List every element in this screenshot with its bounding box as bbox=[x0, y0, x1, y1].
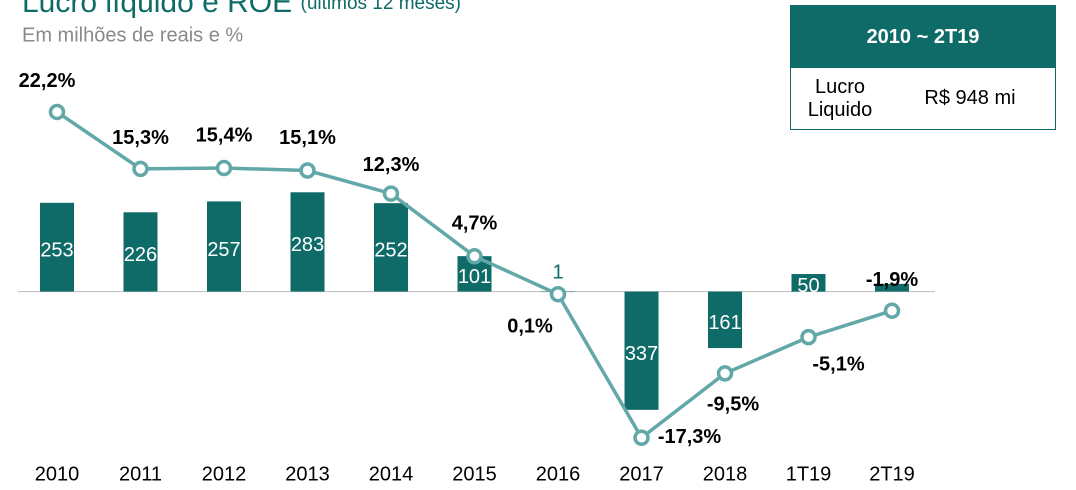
bar-label: 50 bbox=[797, 275, 819, 297]
bar bbox=[207, 201, 241, 292]
x-tick-label: 2018 bbox=[703, 463, 748, 485]
roe-marker bbox=[549, 285, 567, 303]
roe-marker bbox=[299, 162, 316, 179]
summary-box: 2010 ~ 2T19 Lucro Liquido R$ 948 mi bbox=[790, 5, 1056, 130]
summary-body: Lucro Liquido R$ 948 mi bbox=[791, 68, 1055, 129]
bar bbox=[290, 192, 325, 292]
roe-marker bbox=[132, 160, 149, 178]
bar bbox=[374, 203, 408, 292]
bar-label: 161 bbox=[708, 312, 741, 334]
subtitle: Em milhões de reais e % bbox=[22, 24, 243, 46]
bar-label: 226 bbox=[124, 244, 157, 266]
roe-label: 15,1% bbox=[279, 127, 336, 149]
x-tick-label: 1T19 bbox=[786, 463, 832, 485]
bar bbox=[708, 291, 742, 349]
bar bbox=[791, 274, 826, 292]
roe-marker bbox=[883, 302, 901, 319]
bar-label: 253 bbox=[40, 239, 73, 261]
bar bbox=[123, 212, 158, 292]
roe-label: -17,3% bbox=[658, 426, 722, 448]
roe-marker bbox=[215, 159, 233, 177]
bar-label: 1 bbox=[552, 262, 563, 284]
x-tick-label: 2015 bbox=[452, 463, 497, 485]
chart-title: Lucro líquido e ROE (últimos 12 meses) bbox=[22, 0, 461, 19]
roe-label: 4,7% bbox=[452, 213, 498, 235]
bar-label: 252 bbox=[374, 240, 407, 262]
bar-label: 101 bbox=[458, 266, 491, 288]
roe-label: 15,4% bbox=[196, 124, 253, 146]
roe-marker bbox=[466, 248, 483, 265]
roe-marker bbox=[48, 103, 66, 121]
bar bbox=[40, 202, 74, 292]
x-tick-label: 2013 bbox=[285, 463, 330, 485]
x-tick-label: 2T19 bbox=[869, 463, 915, 485]
roe-label: -5,1% bbox=[812, 353, 864, 375]
x-tick-label: 2010 bbox=[35, 463, 80, 485]
bar-label: 283 bbox=[291, 234, 324, 256]
summary-label: Lucro Liquido bbox=[807, 75, 873, 121]
x-tick-label: 2012 bbox=[202, 463, 247, 485]
bar bbox=[875, 283, 909, 292]
summary-header: 2010 ~ 2T19 bbox=[791, 6, 1055, 68]
title-note: (últimos 12 meses) bbox=[301, 0, 462, 14]
bar-label: 257 bbox=[207, 239, 240, 261]
roe-label: 0,1% bbox=[507, 316, 553, 338]
roe-marker bbox=[633, 429, 650, 446]
bar-label: 337 bbox=[625, 343, 658, 365]
roe-marker bbox=[800, 328, 817, 346]
summary-value: R$ 948 mi bbox=[924, 87, 1016, 109]
roe-label: -9,5% bbox=[707, 394, 759, 416]
x-tick-label: 2016 bbox=[536, 463, 581, 485]
bar bbox=[624, 291, 659, 410]
roe-marker bbox=[716, 365, 734, 382]
x-tick-label: 2017 bbox=[619, 463, 664, 485]
x-tick-label: 2011 bbox=[119, 463, 162, 485]
x-tick-label: 2014 bbox=[369, 463, 414, 485]
roe-label: -1,9% bbox=[866, 269, 918, 291]
title-main: Lucro líquido e ROE bbox=[22, 0, 292, 19]
roe-label: 12,3% bbox=[363, 154, 420, 176]
roe-label: 15,3% bbox=[112, 127, 169, 149]
roe-label: 22,2% bbox=[19, 70, 76, 92]
roe-marker bbox=[382, 185, 400, 202]
